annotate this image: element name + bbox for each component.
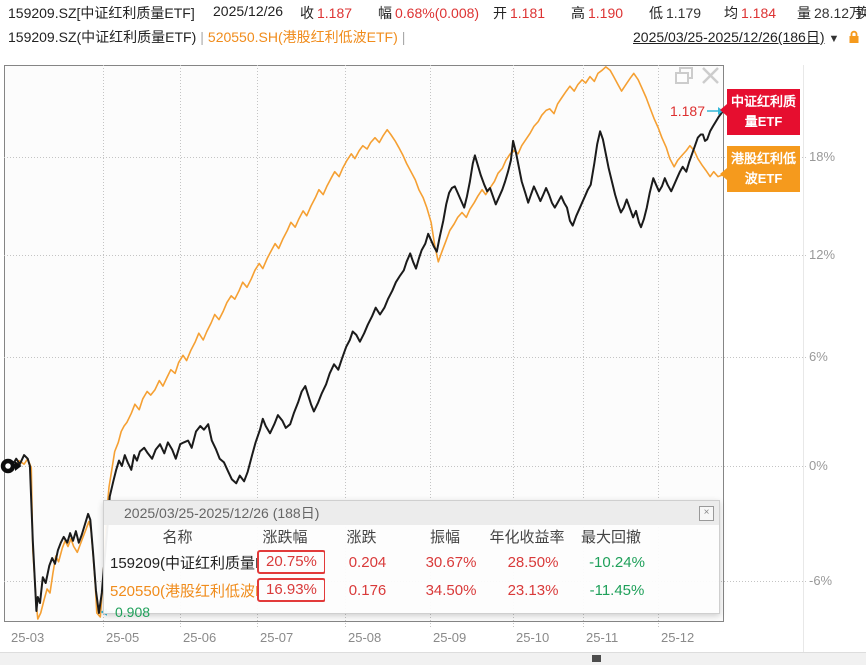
- y-axis-label: 18%: [809, 149, 836, 164]
- stat-value-cell: 20.75%: [257, 550, 325, 574]
- quote-field-value: 0.68%(0.008): [395, 5, 480, 21]
- quote-field-value: 1.184: [741, 5, 777, 21]
- badge-primary-etf[interactable]: 中证红利质量ETF: [720, 89, 800, 136]
- quote-bar: 159209.SZ[中证红利质量ETF] 2025/12/26 收 1.187 幅 0…: [0, 0, 866, 24]
- table-row: 名称 涨跌幅 涨跌 振幅 年化收益率 最大回撤: [104, 525, 719, 548]
- quote-field-换: 换: [856, 3, 866, 23]
- stat-value-cell: 0.204: [348, 553, 387, 571]
- etf-name-cell: 520550(港股红利低波ETF): [110, 582, 257, 600]
- column-header: 涨跌: [346, 529, 377, 546]
- last-price-label: 1.187: [669, 103, 705, 119]
- close-icon[interactable]: ×: [699, 506, 714, 521]
- x-axis-label: 25-07: [260, 630, 294, 645]
- quote-field-label: 开: [493, 5, 507, 21]
- quote-field-收: 收 1.187: [300, 3, 352, 23]
- table-row: 520550(港股红利低波ETF)16.93% 0.176 34.50% 23.13%…: [104, 576, 719, 604]
- start-point-marker[interactable]: [0, 458, 16, 474]
- start-arrow-icon: [15, 461, 22, 471]
- primary-series-text: 159209.SZ(中证红利质量ETF): [8, 29, 197, 45]
- x-axis-label: 25-03: [11, 630, 45, 645]
- quote-field-label: 幅: [378, 5, 392, 21]
- chevron-down-icon[interactable]: ▼: [828, 33, 840, 45]
- separator: |: [200, 29, 204, 45]
- quote-field-label: 均: [724, 5, 738, 21]
- quote-field-value: 1.179: [666, 5, 702, 21]
- stat-value-cell: 0.176: [348, 581, 387, 599]
- quote-field-value: 1.181: [510, 5, 546, 21]
- quote-field-label: 高: [571, 5, 585, 21]
- quote-field-label: 低: [649, 5, 663, 21]
- stat-value-cell: 30.67%: [425, 553, 477, 571]
- quote-field-label: 收: [300, 5, 314, 21]
- primary-series-label[interactable]: 159209.SZ(中证红利质量ETF) | 520550.SH(港股红利低波ETF…: [8, 27, 409, 47]
- column-header: 名称: [162, 529, 193, 546]
- etf-name-cell: 159209(中证红利质量ETF): [110, 554, 257, 572]
- quote-field-均: 均 1.184: [724, 3, 776, 23]
- quote-field-开: 开 1.181: [493, 3, 545, 23]
- x-axis-label: 25-06: [183, 630, 217, 645]
- instrument-title: 159209.SZ[中证红利质量ETF]: [8, 5, 195, 21]
- y-axis-label: -6%: [809, 573, 833, 588]
- quote-field-幅: 幅 0.68%(0.008): [378, 3, 479, 23]
- stat-value-cell: 28.50%: [507, 553, 559, 571]
- highlighted-pct-value: 16.93%: [257, 578, 325, 602]
- stat-value-cell: 34.50%: [425, 581, 477, 599]
- x-axis-label: 25-08: [348, 630, 382, 645]
- bottom-scrollbar[interactable]: [0, 652, 866, 665]
- table-row: 159209(中证红利质量ETF)20.75% 0.204 30.67% 28.50%…: [104, 548, 719, 576]
- quote-field-value: 1.190: [588, 5, 624, 21]
- y-axis-label: 12%: [809, 247, 836, 262]
- stat-value-cell: 16.93%: [257, 578, 325, 602]
- scrollbar-thumb[interactable]: [592, 655, 601, 662]
- stats-range-text: 2025/03/25-2025/12/26 (188日): [124, 505, 320, 521]
- column-header: 最大回撤: [580, 529, 641, 546]
- series-line-primary[interactable]: [3, 111, 724, 614]
- quote-field-value: 1.187: [317, 5, 353, 21]
- quote-field-label: 换: [856, 5, 866, 21]
- x-axis-label: 25-11: [586, 630, 619, 645]
- stat-value-cell: -11.45%: [589, 581, 645, 599]
- quote-date: 2025/12/26: [213, 3, 284, 19]
- quote-field-低: 低 1.179: [649, 3, 701, 23]
- date-range-link[interactable]: 2025/03/25-2025/12/26(186日): [633, 29, 825, 45]
- separator: |: [401, 29, 406, 45]
- quote-field-value: 28.12万: [814, 5, 864, 21]
- stat-value-cell: -10.24%: [589, 553, 645, 571]
- column-header: 涨跌幅: [262, 529, 308, 546]
- x-axis-label: 25-09: [433, 630, 467, 645]
- quote-field-高: 高 1.190: [571, 3, 623, 23]
- highlighted-pct-value: 20.75%: [257, 550, 325, 574]
- quote-field-label: 量: [797, 5, 811, 21]
- stats-panel: 2025/03/25-2025/12/26 (188日) × 名称 涨跌幅 涨跌 振幅…: [103, 500, 720, 614]
- column-header: 振幅: [429, 529, 460, 546]
- y-axis-label: 0%: [809, 458, 828, 473]
- window-controls: [672, 64, 724, 95]
- quote-field-量: 量 28.12万: [797, 3, 863, 23]
- secondary-series-text[interactable]: 520550.SH(港股红利低波ETF): [207, 29, 398, 45]
- stat-value-cell: 23.13%: [507, 581, 559, 599]
- lock-icon[interactable]: [848, 30, 860, 44]
- y-axis-label: 6%: [809, 349, 828, 364]
- compare-bar: 159209.SZ(中证红利质量ETF) | 520550.SH(港股红利低波ETF…: [0, 24, 866, 48]
- badge-secondary-etf[interactable]: 港股红利低波ETF: [720, 146, 800, 193]
- stats-panel-title: 2025/03/25-2025/12/26 (188日) ×: [104, 501, 719, 525]
- date-range-control[interactable]: 2025/03/25-2025/12/26(186日) ▼: [633, 27, 860, 47]
- x-axis-label: 25-12: [661, 630, 695, 645]
- min-price-label: 0.908: [115, 604, 151, 620]
- restore-icon[interactable]: [675, 67, 693, 84]
- x-axis-label: 25-10: [516, 630, 550, 645]
- column-header: 年化收益率: [489, 529, 565, 546]
- close-icon[interactable]: [702, 67, 719, 84]
- x-axis-label: 25-05: [106, 630, 140, 645]
